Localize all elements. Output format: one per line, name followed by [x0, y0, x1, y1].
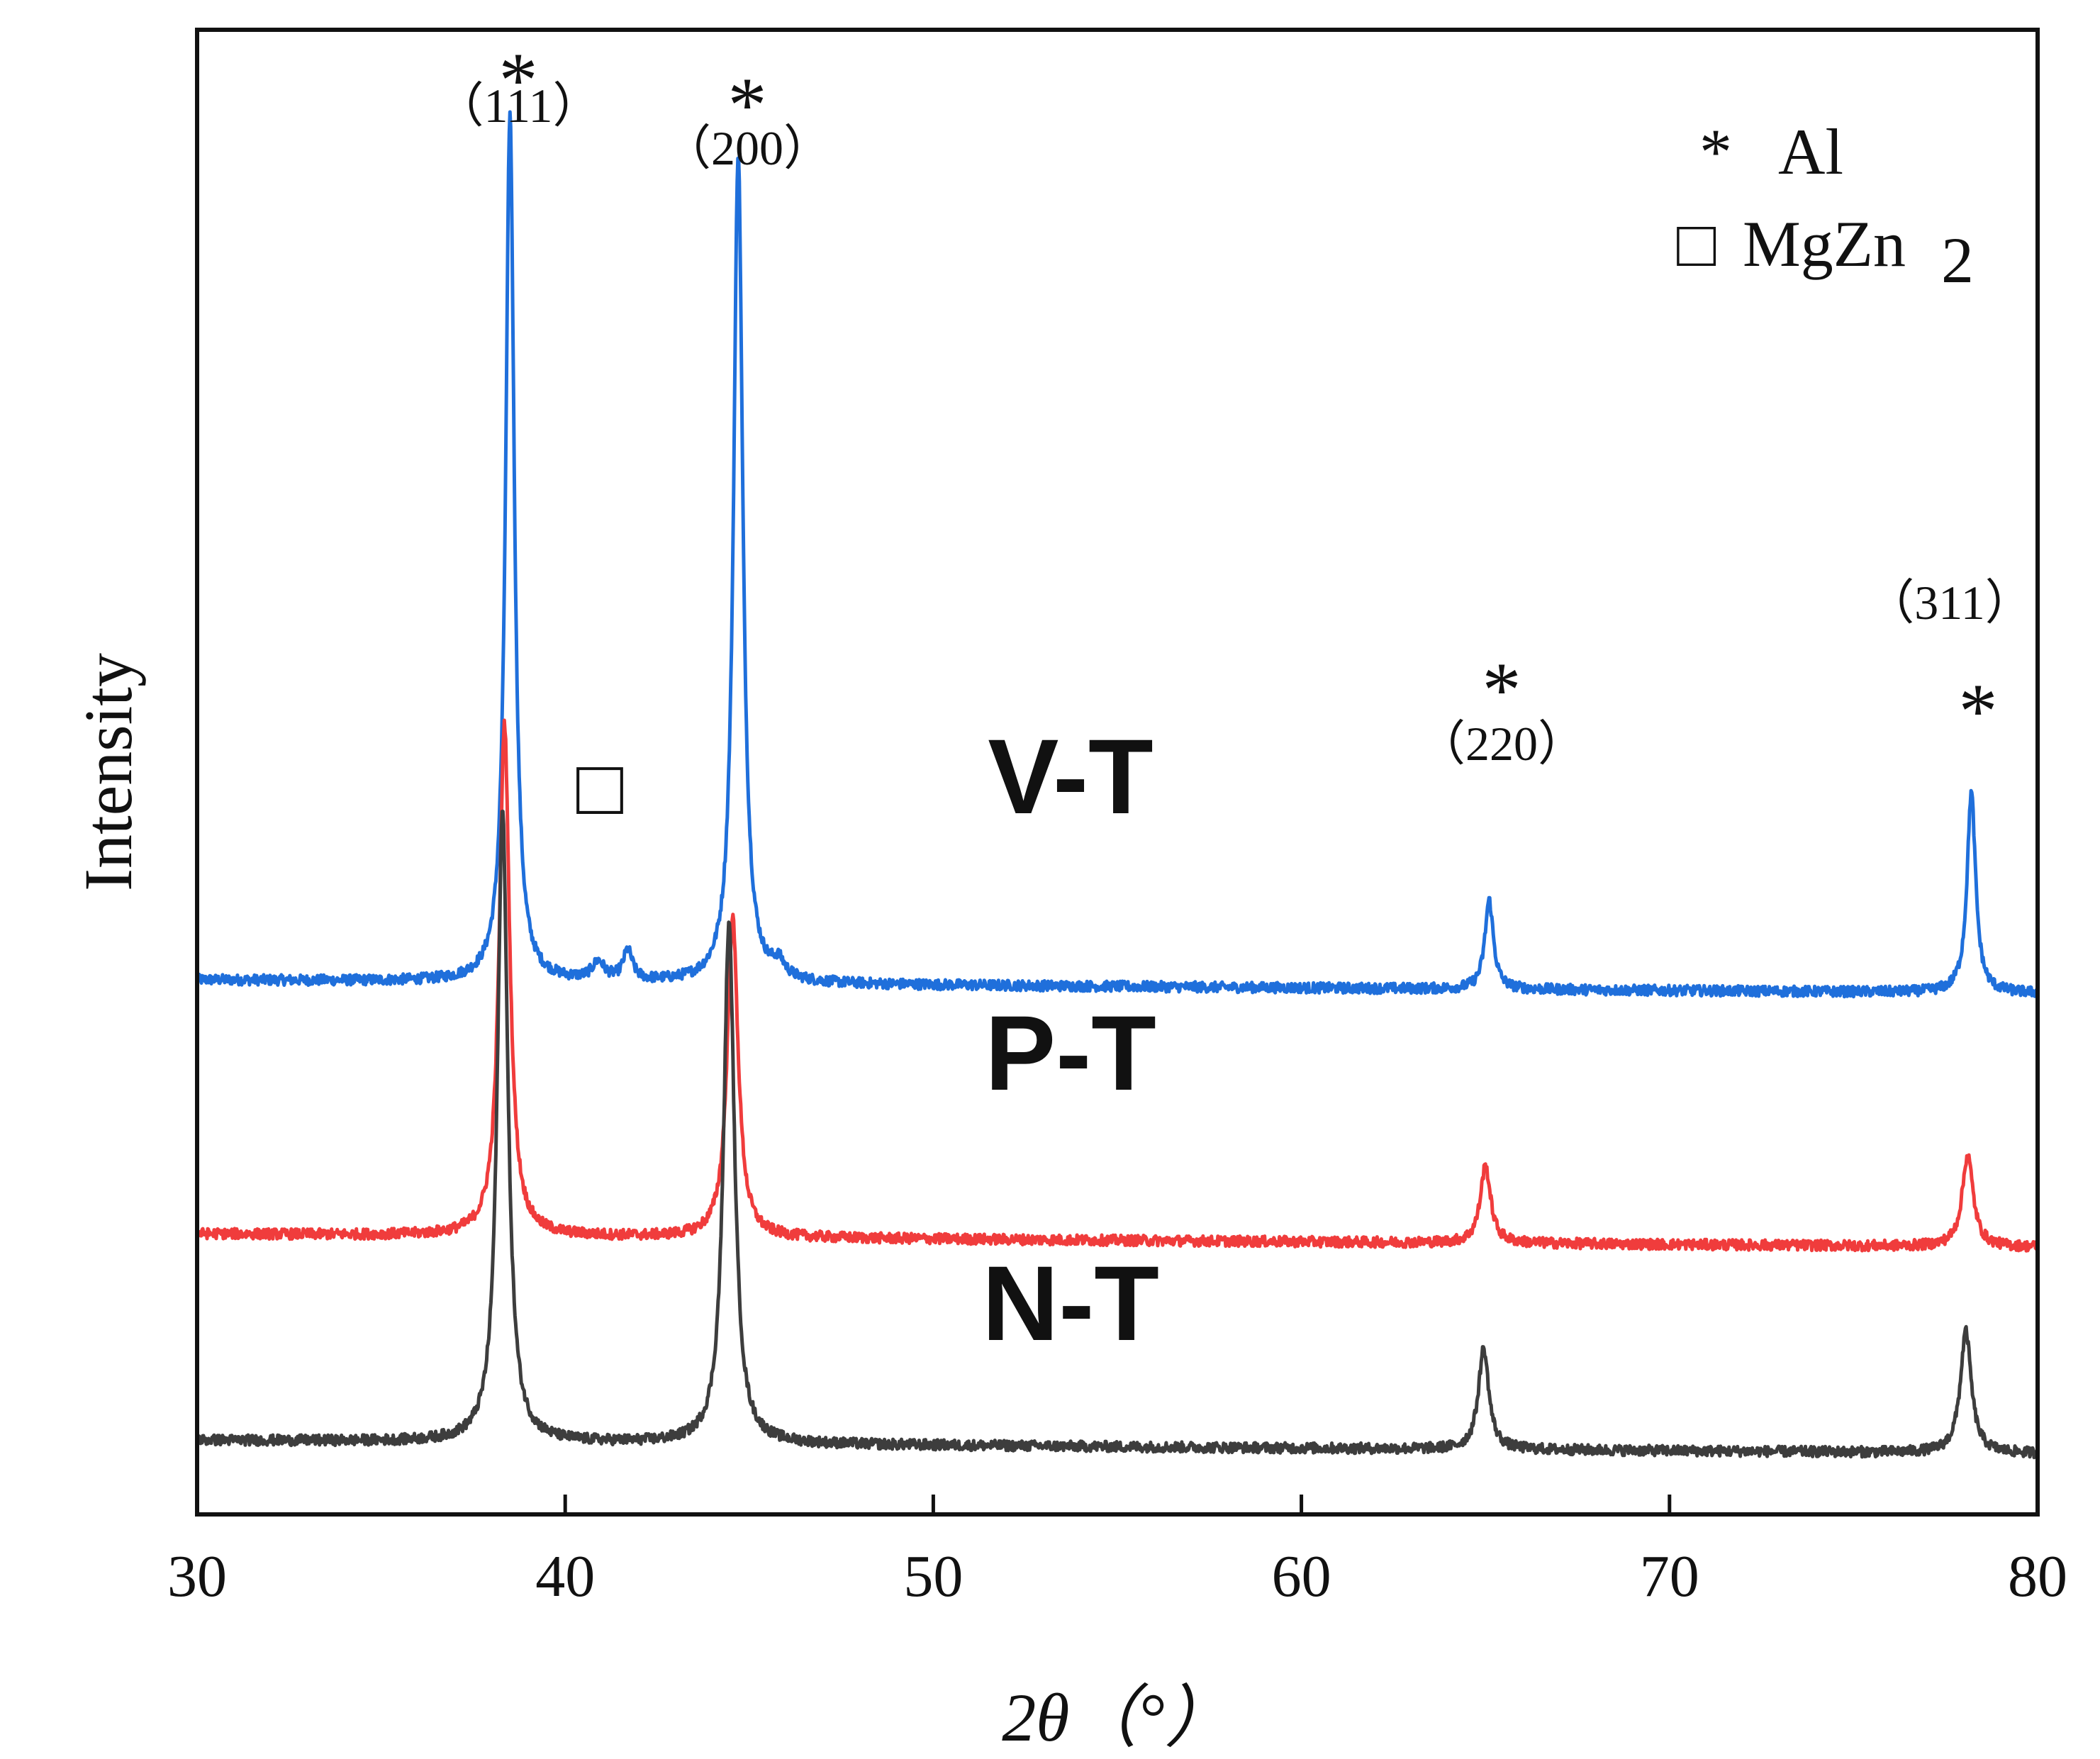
hkl-label-220: （220） [1417, 717, 1586, 771]
plot-frame [195, 28, 2040, 1517]
series-line-n-t [195, 810, 2039, 1460]
x-tick-label: 40 [535, 1543, 595, 1609]
hkl-label-200: （200） [663, 121, 832, 175]
legend-mgzn2-subscript: 2 [1941, 224, 1974, 296]
hkl-label-311: （311） [1866, 576, 2033, 630]
series-line-p-t [195, 718, 2040, 1253]
series-layer [195, 110, 2040, 1460]
x-tick-label: 50 [903, 1543, 963, 1609]
asterisk-marker-200: * [728, 62, 767, 148]
legend-mgzn2-label: MgZn [1743, 208, 1906, 280]
legend-mgzn2-symbol: □ [1677, 208, 1716, 280]
legend-al-label: Al [1778, 116, 1843, 188]
legend: * Al □ MgZn 2 [1677, 116, 1974, 296]
mgzn2-square-marker: □ [576, 744, 623, 831]
series-line-v-t [195, 110, 2040, 999]
asterisk-marker-111: * [499, 37, 538, 123]
y-axis-title: Intensity [70, 653, 146, 891]
x-tick-label: 70 [1640, 1543, 1699, 1609]
asterisk-marker-220: * [1482, 647, 1521, 733]
series-label-n-t: N-T [982, 1244, 1159, 1363]
series-label-p-t: P-T [985, 993, 1156, 1112]
hkl-label-111: （111） [436, 79, 601, 133]
peak-annotation-200: * （200） [663, 62, 832, 175]
x-axis-ticks: 30 40 50 60 70 80 [167, 1495, 2067, 1609]
x-axis-title: 2θ（°） [1002, 1680, 1233, 1755]
peak-annotation-220: * （220） [1417, 647, 1586, 771]
peak-annotation-111: * （111） [436, 37, 601, 133]
x-tick-label: 30 [167, 1543, 227, 1609]
legend-al-symbol: * [1699, 116, 1732, 188]
peak-annotation-311: （311） * [1866, 576, 2033, 754]
x-tick-label: 60 [1272, 1543, 1331, 1609]
series-label-v-t: V-T [988, 717, 1153, 836]
x-tick-label: 80 [2008, 1543, 2067, 1609]
asterisk-marker-311: * [1959, 668, 1998, 754]
